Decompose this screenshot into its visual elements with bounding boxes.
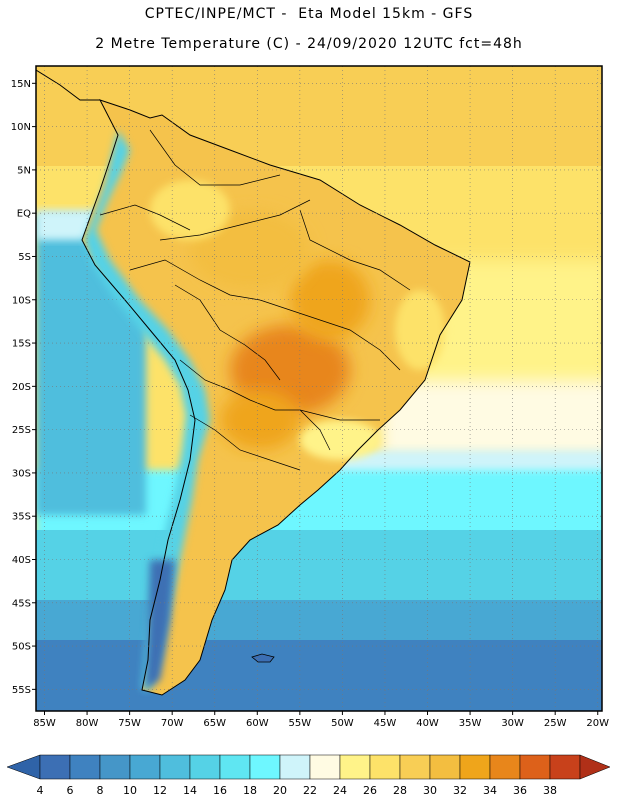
colorbar-swatch	[189, 754, 221, 780]
colorbar-label: 32	[453, 784, 467, 797]
colorbar-label: 38	[543, 784, 557, 797]
colorbar-swatch	[429, 754, 461, 780]
lat-tick-label: 10N	[11, 122, 31, 133]
lat-tick-label: 20S	[12, 382, 31, 393]
colorbar-swatch	[129, 754, 161, 780]
colorbar-swatch	[159, 754, 191, 780]
colorbar-left-arrow	[6, 754, 41, 780]
colorbar-swatch	[309, 754, 341, 780]
colorbar-label: 6	[67, 784, 74, 797]
lat-tick-label: 15N	[11, 79, 31, 90]
northwest-mild	[150, 180, 230, 240]
colorbar-swatch	[69, 754, 101, 780]
map-frame	[35, 65, 603, 712]
colorbar-swatch	[219, 754, 251, 780]
lon-tick-label: 40W	[416, 718, 439, 729]
patagonia-cold	[145, 560, 175, 690]
andes-cold-strip	[84, 130, 210, 690]
lon-tick-label: 80W	[76, 718, 99, 729]
lat-tick-label: 25S	[12, 425, 31, 436]
map-title-line-1: CPTEC/INPE/MCT - Eta Model 15km - GFS	[144, 6, 474, 22]
latitude-axis: 15N 10N 5N EQ 5S 10S 15S 20S 25S 30S 35S 40S 45S 50S 5…	[11, 79, 36, 696]
colorbar-label: 30	[423, 784, 437, 797]
colorbar: 4 6 8 10 12 14 16 18 20 22 24 26 28 30 32 34 36 38	[6, 754, 611, 797]
colorbar-label: 36	[513, 784, 527, 797]
colorbar-swatch	[399, 754, 431, 780]
lon-tick-label: 55W	[289, 718, 312, 729]
lat-tick-label: 10S	[12, 295, 31, 306]
lon-tick-label: 50W	[331, 718, 354, 729]
colorbar-label: 22	[303, 784, 317, 797]
lat-tick-label: 35S	[12, 512, 31, 523]
lon-tick-label: 30W	[501, 718, 524, 729]
colorbar-label: 14	[183, 784, 197, 797]
colorbar-label: 8	[97, 784, 104, 797]
colorbar-swatch	[279, 754, 311, 780]
colorbar-label: 20	[273, 784, 287, 797]
midlatitude-band	[36, 530, 602, 610]
colorbar-swatch	[39, 754, 71, 780]
lat-tick-label: 5N	[17, 165, 31, 176]
colorbar-swatch	[339, 754, 371, 780]
colorbar-label: 16	[213, 784, 227, 797]
colorbar-right-arrow	[579, 754, 611, 780]
lon-tick-label: 75W	[118, 718, 141, 729]
colorbar-swatch	[549, 754, 581, 780]
colorbar-label: 26	[363, 784, 377, 797]
lat-tick-label: 50S	[12, 642, 31, 653]
lat-tick-label: 40S	[12, 555, 31, 566]
northeast-mild	[395, 290, 445, 370]
lat-tick-label: 45S	[12, 598, 31, 609]
colorbar-swatch	[369, 754, 401, 780]
longitude-axis: 85W 80W 75W 70W 65W 60W 55W 50W 45W 40W 35W 30W 25W 2…	[33, 711, 609, 729]
chaco-heat	[220, 390, 300, 450]
lon-tick-label: 65W	[203, 718, 226, 729]
lat-tick-label: 15S	[12, 339, 31, 350]
temperature-field	[36, 66, 602, 711]
colorbar-label: 34	[483, 784, 497, 797]
colorbar-label: 12	[153, 784, 167, 797]
coastline	[81, 99, 471, 696]
lat-tick-label: EQ	[17, 209, 31, 220]
lon-tick-label: 35W	[459, 718, 482, 729]
colorbar-label: 18	[243, 784, 257, 797]
lat-tick-label: 30S	[12, 468, 31, 479]
colorbar-label: 4	[37, 784, 44, 797]
central-america-coast	[36, 69, 100, 101]
map-title-line-2: 2 Metre Temperature (C) - 24/09/2020 12U…	[95, 36, 523, 52]
colorbar-swatch	[249, 754, 281, 780]
lon-tick-label: 25W	[544, 718, 567, 729]
lon-tick-label: 20W	[586, 718, 609, 729]
lat-tick-label: 5S	[18, 252, 31, 263]
lat-tick-label: 55S	[12, 685, 31, 696]
colorbar-label: 24	[333, 784, 347, 797]
atlantic-mild-band	[380, 380, 602, 460]
central-brazil-heat	[290, 260, 370, 340]
falkland-islands	[251, 653, 275, 663]
colorbar-swatch	[459, 754, 491, 780]
lon-tick-label: 70W	[161, 718, 184, 729]
subpolar-band	[36, 640, 602, 711]
lon-tick-label: 45W	[374, 718, 397, 729]
lon-tick-label: 85W	[33, 718, 56, 729]
colorbar-label: 28	[393, 784, 407, 797]
country-borders	[99, 129, 411, 471]
colorbar-label: 10	[123, 784, 137, 797]
colorbar-swatch	[489, 754, 521, 780]
colorbar-swatch	[519, 754, 551, 780]
colorbar-swatch	[99, 754, 131, 780]
lon-tick-label: 60W	[246, 718, 269, 729]
